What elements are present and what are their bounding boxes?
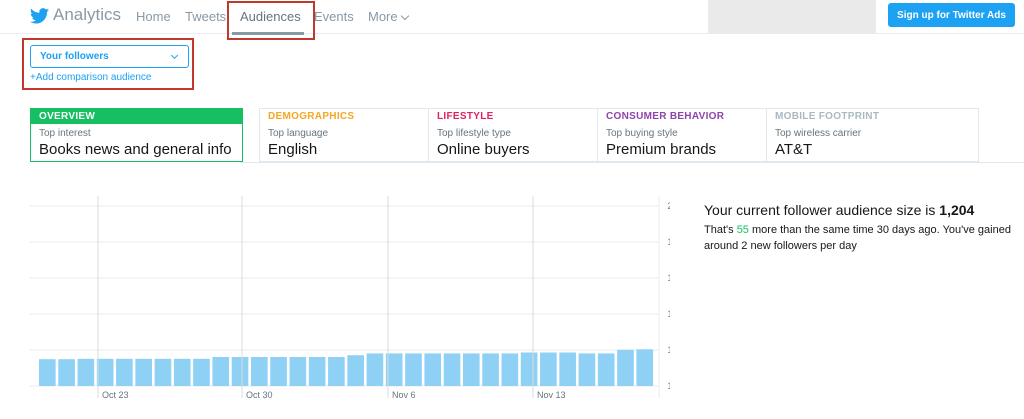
nav-tweets[interactable]: Tweets xyxy=(185,9,227,24)
y-tick-label: 1.2K xyxy=(667,345,670,355)
chart-bar xyxy=(58,359,75,386)
y-tick-label: 1.0K xyxy=(667,381,670,391)
y-tick-label: 1.6K xyxy=(667,273,670,283)
chart-bar xyxy=(250,357,268,386)
chart-bar xyxy=(405,353,422,386)
chart-bar xyxy=(77,358,95,386)
tab-lifestyle-sublabel: Top lifestyle type xyxy=(437,128,511,139)
tab-demographics-heading: DEMOGRAPHICS xyxy=(268,111,355,122)
tab-demographics-value: English xyxy=(268,141,318,158)
audience-size-description: That's 55 more than the same time 30 day… xyxy=(704,222,1014,254)
audience-dropdown-value: Your followers xyxy=(40,51,109,62)
x-tick-label: Nov 6 xyxy=(392,390,416,400)
chart-bar xyxy=(559,352,576,386)
chart-bar xyxy=(482,353,499,386)
tab-mobile-footprint-value: AT&T xyxy=(775,141,813,158)
header-gray-panel xyxy=(708,0,876,33)
tab-mobile-footprint-sublabel: Top wireless carrier xyxy=(775,128,862,139)
tab-consumer-behavior-heading: CONSUMER BEHAVIOR xyxy=(606,111,725,122)
tabs-divider xyxy=(240,162,1024,163)
chart-bar xyxy=(540,352,557,386)
chart-bar xyxy=(424,353,442,386)
chart-bar xyxy=(193,358,210,386)
sign-up-twitter-ads-button[interactable]: Sign up for Twitter Ads xyxy=(888,3,1015,27)
chart-bar xyxy=(636,349,654,386)
audience-size-label: Your current follower audience size is xyxy=(704,202,936,218)
audience-dropdown[interactable]: Your followers xyxy=(30,45,189,68)
tab-overview-sublabel: Top interest xyxy=(39,128,91,139)
nav-home[interactable]: Home xyxy=(136,9,171,24)
chart-bar xyxy=(501,353,519,386)
tab-overview-heading: OVERVIEW xyxy=(31,109,242,124)
chart-bar xyxy=(597,353,615,386)
nav-active-underline xyxy=(232,32,304,35)
tab-overview-value: Books news and general info xyxy=(39,141,232,158)
x-tick-label: Nov 13 xyxy=(537,390,566,400)
highlight-selector-box xyxy=(22,38,194,90)
x-tick-label: Oct 23 xyxy=(102,390,129,400)
nav-more-label: More xyxy=(368,9,398,24)
chart-bar xyxy=(135,358,152,386)
chart-bar xyxy=(212,357,230,386)
chart-bar xyxy=(289,357,307,386)
chart-bar xyxy=(578,353,596,386)
chart-bar xyxy=(385,353,403,386)
chart-bar xyxy=(270,357,287,386)
chart-bar xyxy=(366,353,384,386)
nav-audiences[interactable]: Audiences xyxy=(240,9,301,24)
chart-bar xyxy=(96,358,114,386)
chart-bar xyxy=(328,357,345,386)
analytics-brand[interactable]: Analytics xyxy=(53,5,122,24)
audience-size-text: Your current follower audience size is 1… xyxy=(704,202,974,218)
twitter-bird-icon[interactable] xyxy=(30,8,49,24)
desc-number: 55 xyxy=(736,224,749,236)
tab-demographics-sublabel: Top language xyxy=(268,128,329,139)
chart-bar xyxy=(154,358,172,386)
nav-more[interactable]: More xyxy=(368,9,409,24)
follower-chart: 2.0K 1.8K 1.6K 1.4K 1.2K 1.0K Oct 23 Oct 30 Nov … xyxy=(30,196,670,400)
tab-lifestyle-heading: LIFESTYLE xyxy=(437,111,494,122)
tab-consumer-behavior-sublabel: Top buying style xyxy=(606,128,678,139)
audience-size-value: 1,204 xyxy=(939,202,975,218)
chart-bar xyxy=(173,358,191,386)
x-tick-label: Oct 30 xyxy=(246,390,273,400)
chart-bar xyxy=(443,353,461,386)
tab-mobile-footprint-heading: MOBILE FOOTPRINT xyxy=(775,111,880,122)
y-tick-label: 1.4K xyxy=(667,309,670,319)
tab-consumer-behavior-value: Premium brands xyxy=(606,141,717,158)
y-tick-label: 2.0K xyxy=(667,201,670,211)
chart-bar xyxy=(39,359,56,386)
chart-bar xyxy=(617,349,634,386)
chart-bar xyxy=(520,352,538,386)
desc-prefix: That's xyxy=(704,224,734,236)
chart-bar xyxy=(308,357,326,386)
add-comparison-audience-link[interactable]: +Add comparison audience xyxy=(30,72,152,83)
chart-bar xyxy=(116,358,133,386)
chevron-down-icon xyxy=(400,11,409,21)
desc-suffix: more than the same time 30 days ago. You… xyxy=(704,224,1011,252)
chart-bar xyxy=(231,357,249,386)
tab-mobile-footprint[interactable]: MOBILE FOOTPRINT Top wireless carrier AT… xyxy=(766,108,979,162)
chart-bar xyxy=(347,355,364,386)
chevron-down-icon xyxy=(170,51,179,60)
tab-overview[interactable]: OVERVIEW Top interest Books news and gen… xyxy=(30,108,243,162)
nav-events[interactable]: Events xyxy=(314,9,354,24)
y-tick-label: 1.8K xyxy=(667,237,670,247)
tab-lifestyle-value: Online buyers xyxy=(437,141,530,158)
chart-bar xyxy=(462,353,480,386)
highlight-audiences-box xyxy=(227,1,315,40)
